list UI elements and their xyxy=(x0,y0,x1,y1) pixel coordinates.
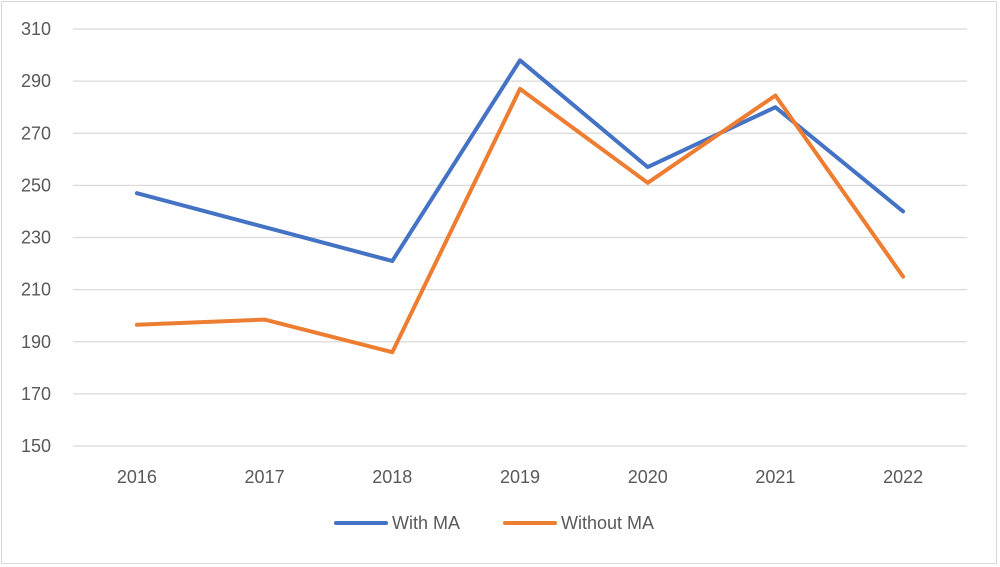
x-tick-label: 2018 xyxy=(372,467,412,487)
legend-label: With MA xyxy=(392,513,460,533)
x-tick-label: 2020 xyxy=(628,467,668,487)
y-tick-label: 250 xyxy=(21,175,51,195)
x-tick-label: 2016 xyxy=(117,467,157,487)
gridlines xyxy=(73,28,967,447)
y-axis-ticks: 150 170 190 210 230 250 270 290 310 xyxy=(21,19,51,456)
legend: With MA Without MA xyxy=(334,513,654,533)
y-tick-label: 290 xyxy=(21,71,51,91)
y-tick-label: 270 xyxy=(21,123,51,143)
y-tick-label: 150 xyxy=(21,436,51,456)
y-tick-label: 170 xyxy=(21,384,51,404)
y-tick-label: 230 xyxy=(21,228,51,248)
y-tick-label: 210 xyxy=(21,280,51,300)
x-axis-ticks: 2016 2017 2018 2019 2020 2021 2022 xyxy=(117,467,923,487)
x-tick-label: 2019 xyxy=(500,467,540,487)
legend-label: Without MA xyxy=(561,513,654,533)
y-tick-label: 310 xyxy=(21,19,51,39)
x-tick-label: 2017 xyxy=(245,467,285,487)
series-line-without-ma xyxy=(134,86,906,355)
x-tick-label: 2021 xyxy=(755,467,795,487)
y-tick-label: 190 xyxy=(21,332,51,352)
series-lines xyxy=(134,58,906,355)
x-tick-label: 2022 xyxy=(883,467,923,487)
